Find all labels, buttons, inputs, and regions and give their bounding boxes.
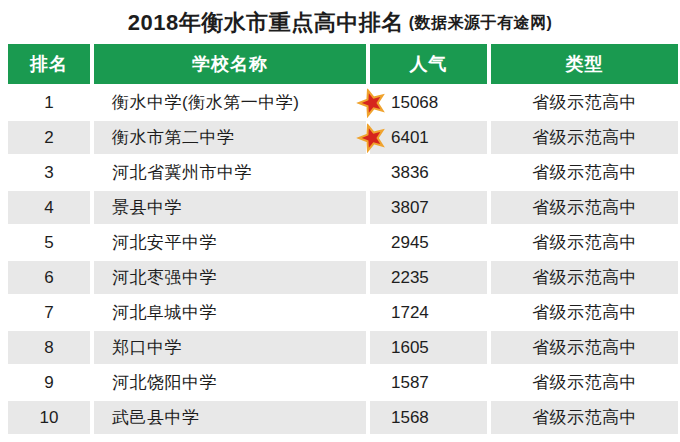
popularity-value: 1587 bbox=[391, 373, 429, 393]
popularity-cell: 1605 bbox=[370, 331, 487, 364]
table-row: 6河北枣强中学 2235 省级示范高中 bbox=[8, 261, 678, 294]
type-cell: 省级示范高中 bbox=[491, 226, 678, 259]
popularity-cell: 2945 bbox=[370, 226, 487, 259]
header-school: 学校名称 bbox=[94, 44, 366, 84]
table-row: 2衡水市第二中学 6401 省级示范高中 bbox=[8, 121, 678, 154]
school-cell: 河北省冀州市中学 bbox=[94, 156, 366, 189]
popularity-value: 2945 bbox=[391, 233, 429, 253]
type-cell: 省级示范高中 bbox=[491, 156, 678, 189]
popularity-cell: 1587 bbox=[370, 366, 487, 399]
popularity-value: 15068 bbox=[391, 93, 438, 113]
type-cell: 省级示范高中 bbox=[491, 191, 678, 224]
header-type: 类型 bbox=[491, 44, 678, 84]
table-row: 4景县中学 3807 省级示范高中 bbox=[8, 191, 678, 224]
school-cell: 武邑县中学 bbox=[94, 401, 366, 434]
table-row: 10武邑县中学 1568 省级示范高中 bbox=[8, 401, 678, 434]
rank-cell: 10 bbox=[8, 401, 90, 434]
page-title: 2018年衡水市重点高中排名 (数据来源于有途网) bbox=[0, 0, 680, 44]
header-rank: 排名 bbox=[8, 44, 90, 84]
type-cell: 省级示范高中 bbox=[491, 296, 678, 329]
popularity-cell: 15068 bbox=[370, 86, 487, 119]
table-row: 9河北饶阳中学 1587 省级示范高中 bbox=[8, 366, 678, 399]
rank-cell: 7 bbox=[8, 296, 90, 329]
school-cell: 衡水市第二中学 bbox=[94, 121, 366, 154]
school-cell: 河北安平中学 bbox=[94, 226, 366, 259]
page: 2018年衡水市重点高中排名 (数据来源于有途网) 排名 学校名称 人气 类型 … bbox=[0, 0, 680, 434]
rank-cell: 6 bbox=[8, 261, 90, 294]
rank-cell: 4 bbox=[8, 191, 90, 224]
table-row: 5河北安平中学 2945 省级示范高中 bbox=[8, 226, 678, 259]
school-cell: 河北饶阳中学 bbox=[94, 366, 366, 399]
school-cell: 河北阜城中学 bbox=[94, 296, 366, 329]
popularity-cell: 3836 bbox=[370, 156, 487, 189]
title-source-text: (数据来源于有途网) bbox=[409, 13, 553, 34]
popularity-cell: 1724 bbox=[370, 296, 487, 329]
popularity-value: 1568 bbox=[391, 408, 429, 428]
popularity-cell: 1568 bbox=[370, 401, 487, 434]
type-cell: 省级示范高中 bbox=[491, 401, 678, 434]
table-row: 8郑口中学 1605 省级示范高中 bbox=[8, 331, 678, 364]
school-cell: 郑口中学 bbox=[94, 331, 366, 364]
popularity-cell: 3807 bbox=[370, 191, 487, 224]
popularity-value: 2235 bbox=[391, 268, 429, 288]
ranking-table: 排名 学校名称 人气 类型 1衡水中学(衡水第一中学)15068省级示范高中2衡… bbox=[8, 44, 678, 434]
school-cell: 河北枣强中学 bbox=[94, 261, 366, 294]
table-header-row: 排名 学校名称 人气 类型 bbox=[8, 44, 678, 84]
table-row: 7河北阜城中学 1724 省级示范高中 bbox=[8, 296, 678, 329]
rank-cell: 3 bbox=[8, 156, 90, 189]
school-cell: 衡水中学(衡水第一中学) bbox=[94, 86, 366, 119]
popularity-value: 3807 bbox=[391, 198, 429, 218]
type-cell: 省级示范高中 bbox=[491, 331, 678, 364]
rank-cell: 9 bbox=[8, 366, 90, 399]
header-popularity: 人气 bbox=[370, 44, 487, 84]
popularity-value: 6401 bbox=[391, 128, 429, 148]
popularity-cell: 6401 bbox=[370, 121, 487, 154]
table-row: 3河北省冀州市中学 3836 省级示范高中 bbox=[8, 156, 678, 189]
rank-cell: 5 bbox=[8, 226, 90, 259]
school-cell: 景县中学 bbox=[94, 191, 366, 224]
title-text: 2018年衡水市重点高中排名 bbox=[128, 8, 404, 38]
type-cell: 省级示范高中 bbox=[491, 366, 678, 399]
table-row: 1衡水中学(衡水第一中学) 15068 省级示范高中 bbox=[8, 86, 678, 119]
type-cell: 省级示范高中 bbox=[491, 121, 678, 154]
popularity-cell: 2235 bbox=[370, 261, 487, 294]
type-cell: 省级示范高中 bbox=[491, 261, 678, 294]
popularity-value: 3836 bbox=[391, 163, 429, 183]
popularity-value: 1724 bbox=[391, 303, 429, 323]
type-cell: 省级示范高中 bbox=[491, 86, 678, 119]
table-body: 1衡水中学(衡水第一中学) 15068 省级示范高中 2衡水市第二中学 6401 省级示范… bbox=[8, 86, 678, 434]
popularity-value: 1605 bbox=[391, 338, 429, 358]
rank-cell: 1 bbox=[8, 86, 90, 119]
rank-cell: 2 bbox=[8, 121, 90, 154]
rank-cell: 8 bbox=[8, 331, 90, 364]
